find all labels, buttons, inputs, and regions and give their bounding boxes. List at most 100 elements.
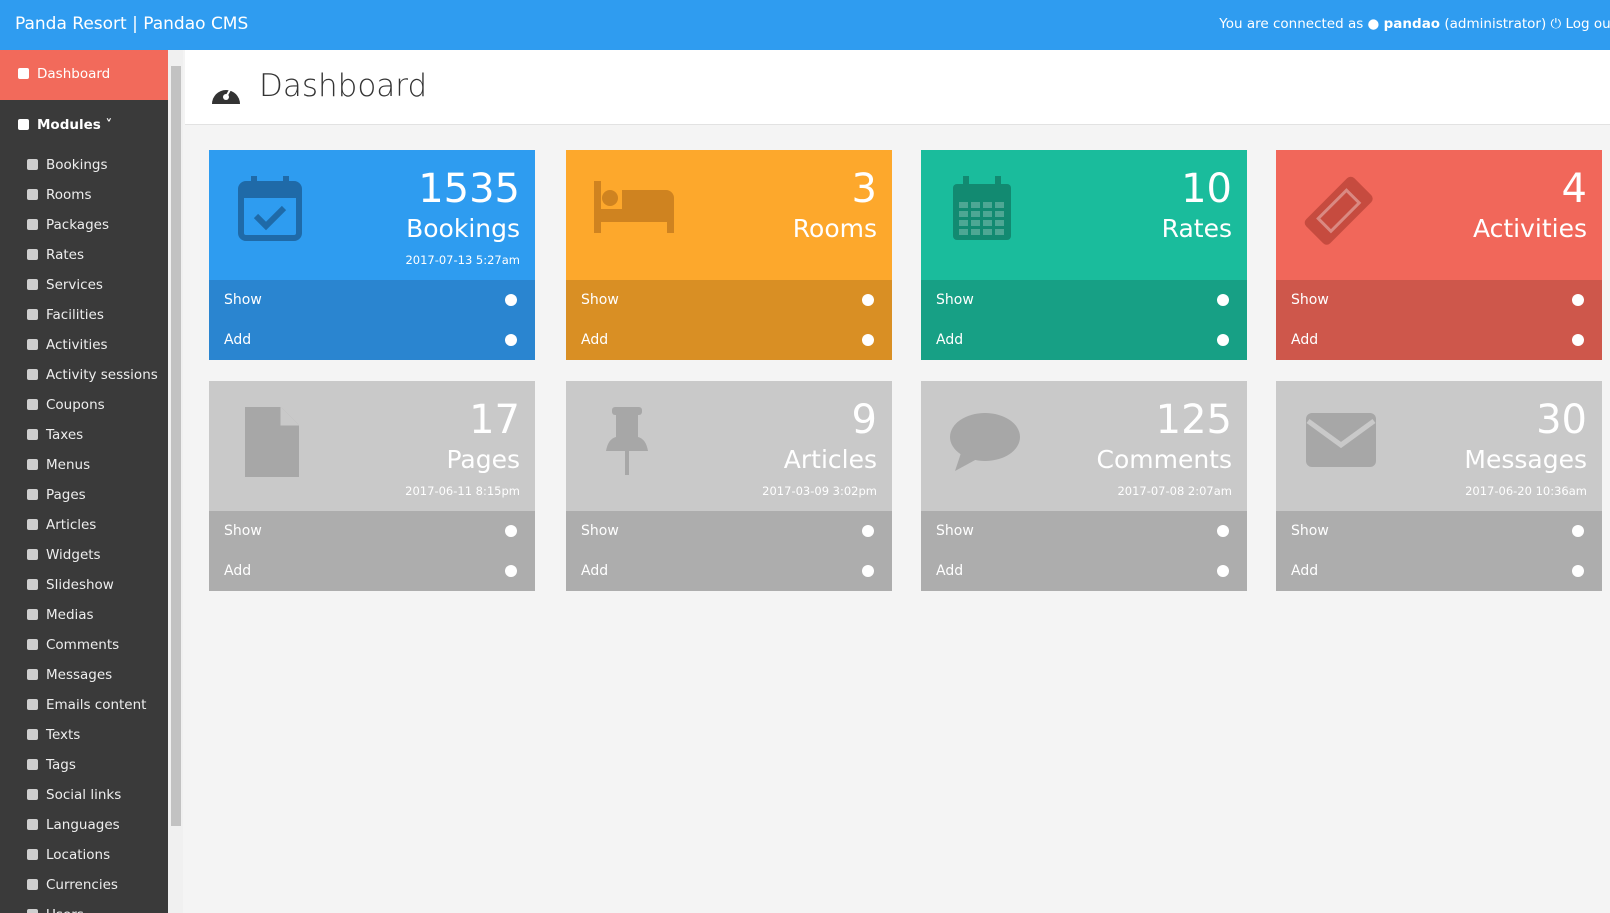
sidebar-items: Bookings Rooms Packages Rates Services Facili… bbox=[0, 150, 168, 913]
card-add[interactable]: Add bbox=[566, 551, 892, 591]
sidebar-icon bbox=[27, 759, 38, 770]
sidebar-icon bbox=[27, 879, 38, 890]
card-label: Messages bbox=[1464, 445, 1587, 474]
sidebar-item[interactable]: Social links bbox=[0, 780, 168, 810]
card-add-label: Add bbox=[224, 563, 252, 579]
stat-card: 30 Messages 2017-06-20 10:36am Show Add bbox=[1276, 381, 1602, 591]
card-date: 2017-07-08 2:07am bbox=[1117, 484, 1232, 498]
card-icon bbox=[238, 176, 302, 241]
card-show[interactable]: Show bbox=[921, 511, 1247, 551]
card-add[interactable]: Add bbox=[921, 551, 1247, 591]
card-show[interactable]: Show bbox=[921, 280, 1247, 320]
card-show[interactable]: Show bbox=[1276, 280, 1602, 320]
card-show[interactable]: Show bbox=[566, 511, 892, 551]
sidebar-label: Services bbox=[46, 277, 103, 293]
sidebar-item[interactable]: Articles bbox=[0, 510, 168, 540]
card-count: 10 bbox=[1181, 166, 1232, 212]
card-show-icon bbox=[1572, 525, 1584, 537]
sidebar-item[interactable]: Services bbox=[0, 270, 168, 300]
card-show[interactable]: Show bbox=[566, 280, 892, 320]
sidebar-item[interactable]: Pages bbox=[0, 480, 168, 510]
sidebar-label: Messages bbox=[46, 667, 113, 683]
sidebar-item[interactable]: Medias bbox=[0, 600, 168, 630]
sidebar-label: Pages bbox=[46, 487, 86, 503]
card-count: 17 bbox=[469, 397, 520, 443]
sidebar-label: Comments bbox=[46, 637, 120, 653]
sidebar-item[interactable]: Comments bbox=[0, 630, 168, 660]
sidebar-active-label: Dashboard bbox=[37, 66, 111, 82]
sidebar-item[interactable]: Slideshow bbox=[0, 570, 168, 600]
sidebar-item[interactable]: Activities bbox=[0, 330, 168, 360]
card-icon bbox=[606, 407, 648, 475]
sidebar-section[interactable]: Modules ˅ bbox=[0, 100, 168, 150]
card-show-label: Show bbox=[1291, 523, 1329, 539]
sidebar-label: Menus bbox=[46, 457, 91, 473]
stat-card: 4 Activities Show Add bbox=[1276, 150, 1602, 360]
user-info: You are connected as ● pandao (administr… bbox=[1219, 16, 1610, 32]
logout[interactable]: Log out bbox=[1565, 16, 1610, 32]
sidebar-item[interactable]: Locations bbox=[0, 840, 168, 870]
card-add[interactable]: Add bbox=[209, 320, 535, 360]
sidebar-item[interactable]: Messages bbox=[0, 660, 168, 690]
sidebar-item[interactable]: Rooms bbox=[0, 180, 168, 210]
scroll-thumb[interactable] bbox=[171, 66, 181, 826]
sidebar-item[interactable]: Taxes bbox=[0, 420, 168, 450]
card-show[interactable]: Show bbox=[1276, 511, 1602, 551]
card-add[interactable]: Add bbox=[1276, 320, 1602, 360]
card-add-label: Add bbox=[936, 563, 964, 579]
card-icon bbox=[950, 413, 1020, 471]
card-add[interactable]: Add bbox=[209, 551, 535, 591]
card-top: 125 Comments 2017-07-08 2:07am bbox=[921, 381, 1247, 511]
sidebar-item[interactable]: Widgets bbox=[0, 540, 168, 570]
sidebar-label: Articles bbox=[46, 517, 97, 533]
sidebar-item[interactable]: Facilities bbox=[0, 300, 168, 330]
sidebar-label: Currencies bbox=[46, 877, 118, 893]
sidebar-item[interactable]: Texts bbox=[0, 720, 168, 750]
sidebar-item[interactable]: Menus bbox=[0, 450, 168, 480]
card-add-icon bbox=[1217, 565, 1229, 577]
sidebar-item[interactable]: Languages bbox=[0, 810, 168, 840]
card-add[interactable]: Add bbox=[1276, 551, 1602, 591]
card-top: 3 Rooms bbox=[566, 150, 892, 280]
card-show-label: Show bbox=[224, 292, 262, 308]
sidebar-active[interactable]: Dashboard bbox=[0, 50, 168, 100]
sidebar-label: Slideshow bbox=[46, 577, 114, 593]
sidebar-item[interactable]: Packages bbox=[0, 210, 168, 240]
sidebar-icon bbox=[27, 849, 38, 860]
card-add-icon bbox=[862, 565, 874, 577]
card-label: Articles bbox=[783, 445, 877, 474]
card-show[interactable]: Show bbox=[209, 511, 535, 551]
sidebar-item[interactable]: Tags bbox=[0, 750, 168, 780]
card-count: 30 bbox=[1536, 397, 1587, 443]
top-bar: Panda Resort | Pandao CMS You are connec… bbox=[0, 0, 1610, 50]
card-show-label: Show bbox=[936, 292, 974, 308]
card-show[interactable]: Show bbox=[209, 280, 535, 320]
card-top: 4 Activities bbox=[1276, 150, 1602, 280]
user-name: pandao bbox=[1383, 16, 1441, 32]
sidebar-label: Activity sessions bbox=[46, 367, 158, 383]
brand[interactable]: Panda Resort | Pandao CMS bbox=[15, 14, 249, 34]
sidebar-item[interactable]: Activity sessions bbox=[0, 360, 168, 390]
card-add-icon bbox=[505, 334, 517, 346]
card-add[interactable]: Add bbox=[921, 320, 1247, 360]
card-add-label: Add bbox=[581, 563, 609, 579]
card-add-icon bbox=[1217, 334, 1229, 346]
sidebar-item[interactable]: Bookings bbox=[0, 150, 168, 180]
sidebar-icon bbox=[27, 429, 38, 440]
section-label: Modules bbox=[37, 117, 101, 133]
sidebar-item[interactable]: Currencies bbox=[0, 870, 168, 900]
stat-card: 3 Rooms Show Add bbox=[566, 150, 892, 360]
card-add-label: Add bbox=[581, 332, 609, 348]
card-show-icon bbox=[505, 525, 517, 537]
sidebar-item[interactable]: Emails content bbox=[0, 690, 168, 720]
sidebar-item[interactable]: Coupons bbox=[0, 390, 168, 420]
card-show-icon bbox=[1572, 294, 1584, 306]
card-show-label: Show bbox=[581, 523, 619, 539]
sidebar-label: Languages bbox=[46, 817, 120, 833]
sidebar-item[interactable]: Rates bbox=[0, 240, 168, 270]
sidebar-item[interactable]: Users bbox=[0, 900, 168, 913]
sidebar-icon bbox=[27, 309, 38, 320]
card-icon bbox=[1304, 176, 1373, 245]
card-add[interactable]: Add bbox=[566, 320, 892, 360]
card-label: Rooms bbox=[792, 214, 877, 243]
